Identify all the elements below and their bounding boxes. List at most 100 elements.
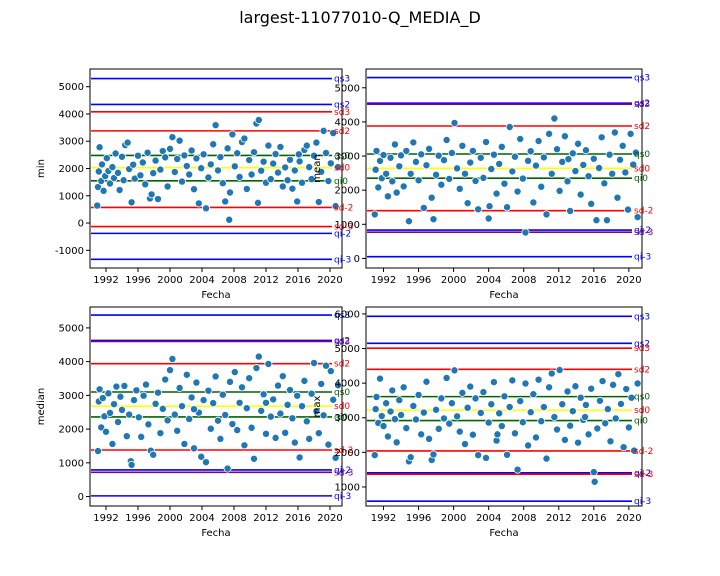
y-tick-label: 6000 [335, 309, 360, 320]
data-point [216, 434, 225, 443]
data-point [177, 177, 186, 186]
data-point [379, 422, 388, 431]
data-point [112, 382, 121, 391]
data-point [608, 169, 617, 178]
data-point [182, 162, 191, 171]
data-point [626, 129, 635, 138]
y-axis-label: median [36, 388, 47, 426]
data-point [259, 157, 268, 166]
data-point [493, 430, 502, 439]
reference-line-label: qi-3 [334, 492, 351, 502]
data-point [240, 134, 249, 143]
data-point [204, 386, 213, 395]
data-point [624, 423, 633, 432]
data-point [566, 206, 575, 215]
data-point [197, 452, 206, 461]
data-point [399, 182, 408, 191]
data-point [550, 413, 559, 422]
data-point [230, 162, 239, 171]
data-point [474, 205, 483, 214]
data-point [218, 179, 227, 188]
data-point [529, 390, 538, 399]
data-point [252, 364, 261, 373]
data-point [524, 156, 533, 165]
data-point [553, 425, 562, 434]
data-point [600, 179, 609, 188]
x-tick-label: 1992 [93, 275, 118, 286]
data-point [595, 396, 604, 405]
y-tick-label: 3000 [335, 413, 360, 424]
data-point [531, 161, 540, 170]
x-axis-label: Fecha [201, 528, 230, 539]
data-point [189, 185, 198, 194]
data-point [95, 385, 104, 394]
y-tick-label: -1000 [55, 246, 84, 257]
data-point [372, 146, 381, 155]
x-tick-label: 2016 [581, 513, 606, 524]
data-point [173, 154, 182, 163]
data-point [95, 143, 104, 152]
data-point [120, 381, 129, 390]
data-point [453, 412, 462, 421]
y-axis-label: max [312, 396, 323, 418]
data-point [629, 160, 638, 169]
data-point [568, 407, 577, 416]
data-point [116, 392, 125, 401]
data-point [247, 423, 256, 432]
data-point [618, 141, 627, 150]
data-point [425, 434, 434, 443]
y-tick-label: 0 [78, 219, 84, 230]
data-point [370, 451, 379, 460]
data-point [437, 180, 446, 189]
data-point [505, 123, 514, 132]
data-point [134, 413, 143, 422]
data-point [261, 398, 270, 407]
data-point [482, 453, 491, 462]
data-point [110, 174, 119, 183]
data-point [479, 173, 488, 182]
data-point [616, 399, 625, 408]
y-tick-label: 2000 [335, 448, 360, 459]
data-point [503, 450, 512, 459]
data-point [201, 204, 210, 213]
data-point [106, 408, 115, 417]
data-point [455, 184, 464, 193]
data-point [382, 399, 391, 408]
x-tick-label: 2008 [221, 275, 246, 286]
data-point [253, 198, 262, 207]
data-point [402, 146, 411, 155]
data-point [611, 414, 620, 423]
data-point [237, 383, 246, 392]
data-point [108, 439, 117, 448]
data-point [192, 378, 201, 387]
data-point [114, 168, 123, 177]
data-point [288, 414, 297, 423]
data-point [185, 414, 194, 423]
data-point [592, 216, 601, 225]
data-point [576, 393, 585, 402]
data-point [574, 139, 583, 148]
data-point [371, 405, 380, 414]
data-point [249, 454, 258, 463]
data-point [482, 138, 491, 147]
data-point [106, 179, 115, 188]
panel-median: qs3qs2sd3sd2qs0sd0qi0sd-2qi-2sd-3qi-3199… [36, 306, 353, 539]
data-point [468, 430, 477, 439]
panel-min: qs3qs2sd3sd2qs0sd0qi0sd-2sd-3qi-2qi-3199… [36, 68, 353, 301]
data-point [521, 379, 530, 388]
data-point [439, 414, 448, 423]
data-point [161, 153, 170, 162]
data-point [422, 377, 431, 386]
data-point [141, 380, 150, 389]
data-point [447, 399, 456, 408]
data-point [584, 430, 593, 439]
data-point [610, 128, 619, 137]
reference-line-label: qi0 [634, 174, 648, 184]
data-point [414, 176, 423, 185]
data-point [429, 215, 438, 224]
data-point [285, 385, 294, 394]
figure-title: largest-11077010-Q_MEDIA_D [239, 8, 481, 27]
data-point [180, 439, 189, 448]
data-point [386, 153, 395, 162]
data-point [233, 426, 242, 435]
